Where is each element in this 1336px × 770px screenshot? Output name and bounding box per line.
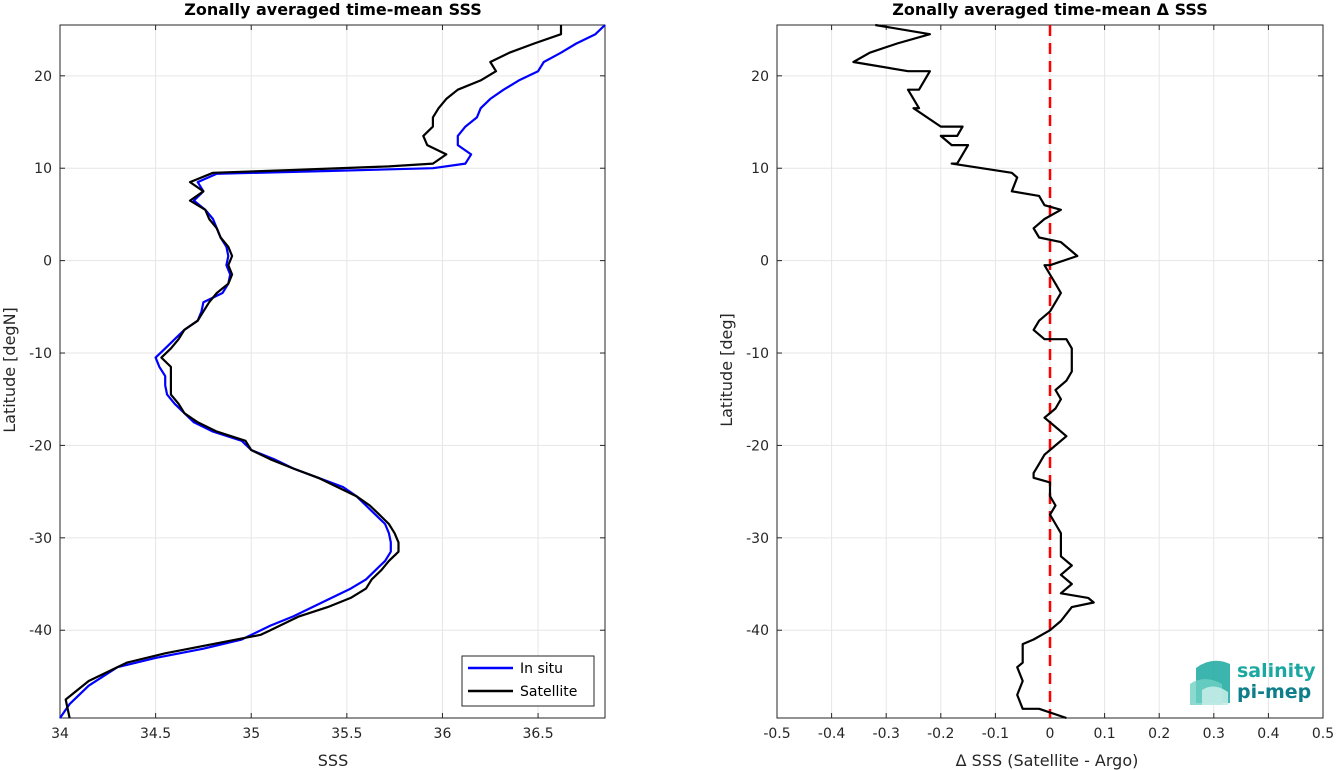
left-axes-box: [59, 24, 606, 719]
right-x-tick-label: 0.2: [1148, 726, 1170, 742]
right-x-tick-label: 0: [1046, 726, 1055, 742]
right-y-tick-label: -10: [746, 346, 769, 362]
legend-label-satellite: Satellite: [520, 684, 577, 700]
right-x-tick-label: -0.5: [763, 726, 790, 742]
left-x-tick-label: 36: [434, 726, 452, 742]
right-chart-title: Zonally averaged time-mean Δ SSS: [892, 0, 1208, 19]
right-y-tick-label: 20: [751, 69, 769, 85]
right-y-tick-label: -40: [746, 623, 769, 639]
legend: In situ Satellite: [461, 655, 595, 707]
left-y-tick-label: 0: [43, 254, 52, 270]
left-y-axis-label: Latitude [degN]: [0, 307, 19, 433]
right-x-tick-label: 0.5: [1312, 726, 1334, 742]
left-x-tick-label: 35.5: [331, 726, 362, 742]
left-series-line-satellite: [64, 25, 563, 719]
right-y-tick-label: 10: [751, 161, 769, 177]
right-x-tick-label: -0.2: [927, 726, 954, 742]
legend-label-in-situ: In situ: [520, 661, 563, 677]
logo-text-salinity: salinity: [1237, 660, 1316, 682]
right-x-axis-label: Δ SSS (Satellite - Argo): [956, 751, 1139, 770]
right-y-tick-label: -20: [746, 438, 769, 454]
left-x-tick-label: 34: [51, 726, 69, 742]
salinity-pi-mep-logo: salinity pi-mep: [1190, 660, 1316, 705]
right-y-tick-label: 0: [760, 254, 769, 270]
left-y-tick-label: 10: [34, 161, 52, 177]
right-series-line-delta-sss: [852, 23, 1095, 720]
right-x-tick-label: 0.3: [1203, 726, 1225, 742]
left-x-tick-label: 34.5: [140, 726, 171, 742]
right-x-tick-label: -0.1: [982, 726, 1009, 742]
left-y-tick-label: -20: [29, 438, 52, 454]
left-series-line-in-situ: [59, 24, 606, 719]
logo-text-pi-mep: pi-mep: [1237, 681, 1311, 703]
left-chart-title: Zonally averaged time-mean SSS: [184, 0, 482, 19]
left-x-tick-label: 35: [242, 726, 260, 742]
left-y-tick-label: -40: [29, 623, 52, 639]
left-y-tick-label: 20: [34, 69, 52, 85]
left-x-tick-label: 36.5: [522, 726, 553, 742]
legend-box: [461, 655, 595, 707]
right-x-tick-label: 0.1: [1093, 726, 1115, 742]
right-x-tick-label: 0.4: [1257, 726, 1279, 742]
right-x-tick-label: -0.3: [873, 726, 900, 742]
right-y-axis-label: Latitude [deg]: [717, 313, 736, 427]
left-x-axis-label: SSS: [318, 751, 348, 770]
left-y-tick-label: -10: [29, 346, 52, 362]
right-y-tick-label: -30: [746, 531, 769, 547]
right-x-tick-label: -0.4: [818, 726, 845, 742]
left-y-tick-label: -30: [29, 531, 52, 547]
logo-waves-icon: [1190, 660, 1230, 705]
